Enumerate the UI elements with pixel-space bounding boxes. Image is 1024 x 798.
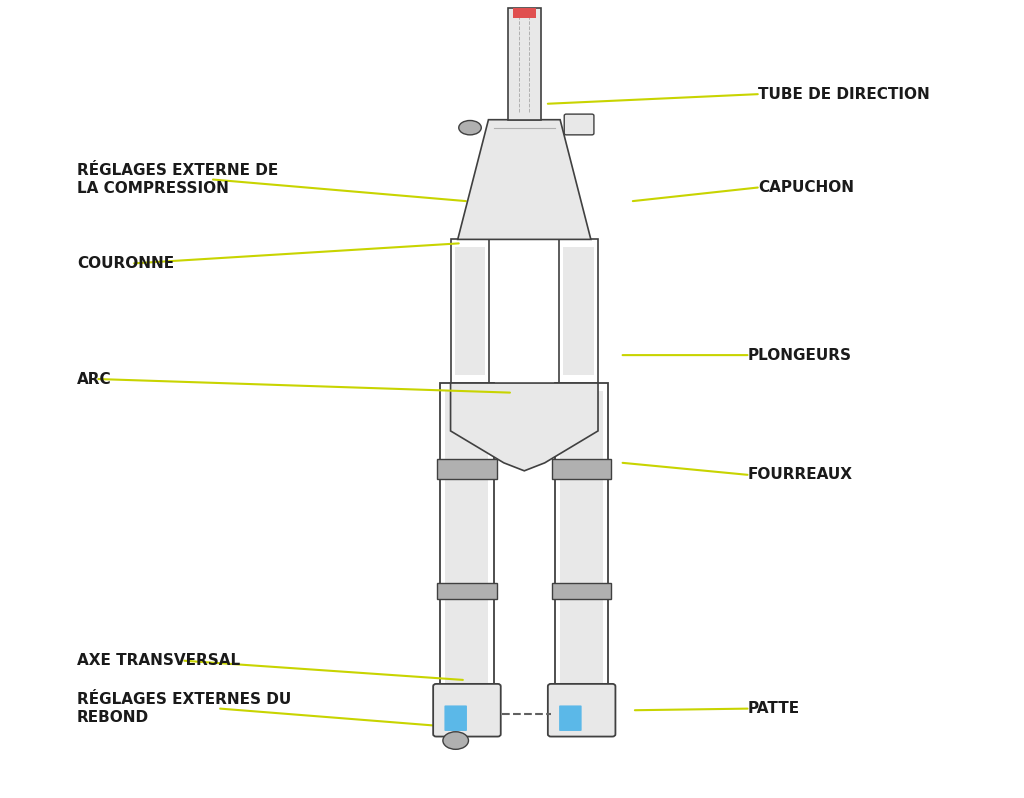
FancyBboxPatch shape [433, 684, 501, 737]
FancyBboxPatch shape [508, 8, 541, 120]
FancyBboxPatch shape [552, 459, 611, 479]
FancyBboxPatch shape [451, 239, 489, 383]
Text: FOURREAUX: FOURREAUX [748, 468, 853, 482]
FancyBboxPatch shape [437, 459, 497, 479]
Text: PATTE: PATTE [748, 701, 800, 716]
FancyBboxPatch shape [444, 705, 467, 731]
Polygon shape [451, 383, 598, 471]
FancyBboxPatch shape [548, 684, 615, 737]
FancyBboxPatch shape [560, 391, 603, 686]
Text: COURONNE: COURONNE [77, 256, 174, 271]
Text: PLONGEURS: PLONGEURS [748, 348, 852, 362]
FancyBboxPatch shape [455, 247, 485, 375]
FancyBboxPatch shape [559, 705, 582, 731]
Polygon shape [458, 120, 591, 239]
FancyBboxPatch shape [564, 114, 594, 135]
Text: TUBE DE DIRECTION: TUBE DE DIRECTION [758, 87, 930, 101]
FancyBboxPatch shape [513, 8, 536, 18]
Text: CAPUCHON: CAPUCHON [758, 180, 854, 195]
Text: ARC: ARC [77, 372, 112, 386]
FancyBboxPatch shape [552, 583, 611, 598]
FancyBboxPatch shape [563, 247, 594, 375]
Ellipse shape [459, 120, 481, 135]
FancyBboxPatch shape [437, 583, 497, 598]
FancyBboxPatch shape [440, 383, 494, 694]
FancyBboxPatch shape [559, 239, 598, 383]
Text: AXE TRANSVERSAL: AXE TRANSVERSAL [77, 654, 240, 668]
FancyBboxPatch shape [555, 383, 608, 694]
Text: RÉGLAGES EXTERNE DE
LA COMPRESSION: RÉGLAGES EXTERNE DE LA COMPRESSION [77, 163, 279, 196]
Text: RÉGLAGES EXTERNES DU
REBOND: RÉGLAGES EXTERNES DU REBOND [77, 692, 291, 725]
Ellipse shape [442, 732, 469, 749]
FancyBboxPatch shape [445, 391, 488, 686]
